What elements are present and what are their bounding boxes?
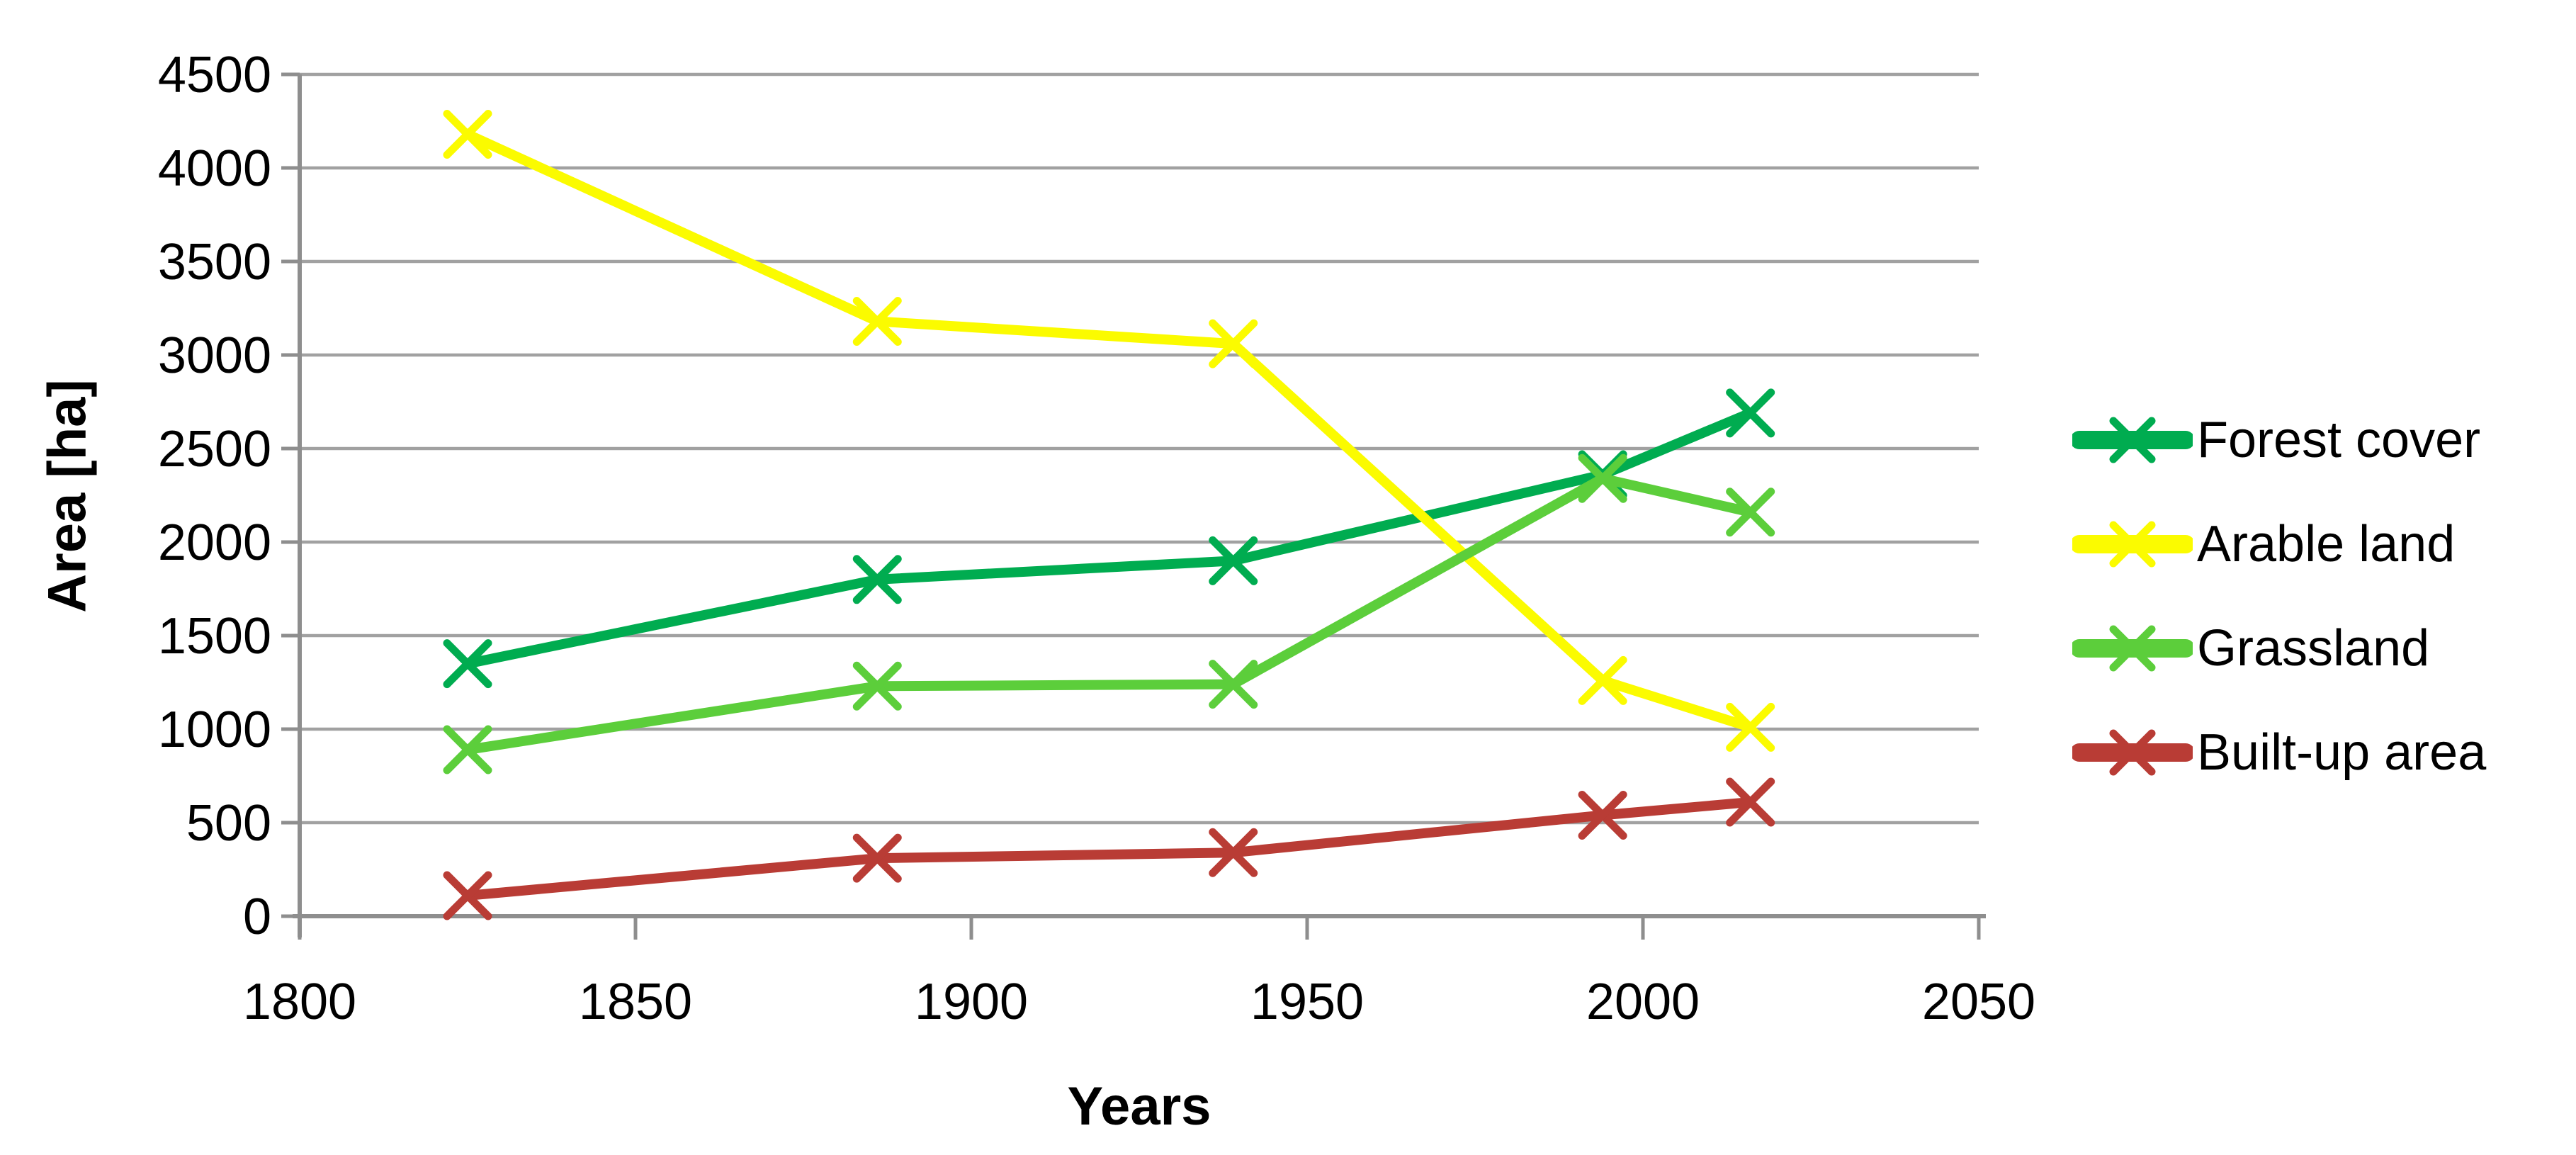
x-tick-label: 1800 (243, 974, 356, 1030)
x-tick-label: 1850 (579, 974, 692, 1030)
data-point-marker-arable-land (443, 109, 492, 159)
y-tick-label: 4000 (158, 140, 271, 197)
y-tick-label: 3000 (158, 327, 271, 384)
data-point-marker-forest-cover (443, 639, 492, 689)
x-axis-title: Years (1067, 1076, 1211, 1137)
y-axis-title: Area [ha] (37, 379, 98, 613)
data-point-marker-built-up-area (1726, 777, 1775, 827)
legend-item-built-up-area: Built-up area (2072, 720, 2486, 785)
data-point-marker-arable-land (1726, 702, 1775, 752)
y-tick-label: 0 (243, 889, 271, 945)
y-tick-label: 4500 (158, 47, 271, 103)
data-point-marker-arable-land (1209, 319, 1258, 368)
legend-x-marker (2109, 729, 2156, 776)
legend-label-arable-land: Arable land (2197, 516, 2456, 573)
data-point-marker-forest-cover (1209, 536, 1258, 585)
series-line-arable-land (463, 129, 1756, 733)
data-point-marker-arable-land (852, 296, 902, 346)
data-point-marker-arable-land (1578, 655, 1627, 705)
built-up-area-line-marker-icon (2072, 729, 2193, 776)
legend-x-marker (2109, 417, 2156, 463)
data-point-marker-grassland (1209, 660, 1258, 709)
data-point-marker-built-up-area (1578, 790, 1627, 840)
series-line-forest-cover (463, 407, 1756, 669)
x-tick-label: 1950 (1250, 974, 1364, 1030)
y-tick-label: 1500 (158, 608, 271, 665)
legend-x-marker (2109, 625, 2156, 672)
data-point-marker-built-up-area (1209, 828, 1258, 877)
legend-item-arable-land: Arable land (2072, 512, 2455, 577)
arable-land-line-marker-icon (2072, 521, 2193, 568)
legend-item-grassland: Grassland (2072, 616, 2429, 681)
legend-label-forest-cover: Forest cover (2197, 412, 2481, 468)
data-point-marker-built-up-area (443, 871, 492, 920)
data-point-marker-forest-cover (852, 555, 902, 604)
data-point-marker-grassland (852, 661, 902, 711)
forest-cover-line-marker-icon (2072, 417, 2193, 463)
y-tick-label: 1000 (158, 702, 271, 758)
data-point-marker-grassland (1726, 488, 1775, 537)
legend-label-built-up-area: Built-up area (2197, 724, 2487, 781)
data-point-marker-built-up-area (852, 833, 902, 883)
x-tick-label: 1900 (915, 974, 1028, 1030)
legend: Forest cover Arable land Grassland Built… (2072, 0, 2568, 1155)
legend-x-marker (2109, 521, 2156, 568)
x-tick-label: 2050 (1922, 974, 2035, 1030)
y-tick-label: 3500 (158, 234, 271, 291)
legend-label-grassland: Grassland (2197, 620, 2430, 677)
legend-item-forest-cover: Forest cover (2072, 407, 2480, 473)
y-tick-label: 2000 (158, 514, 271, 571)
grassland-line-marker-icon (2072, 625, 2193, 672)
y-tick-label: 500 (186, 795, 271, 852)
data-point-marker-forest-cover (1726, 388, 1775, 438)
y-tick-label: 2500 (158, 421, 271, 478)
x-tick-label: 2000 (1586, 974, 1700, 1030)
series-line-built-up-area (463, 796, 1756, 901)
series-line-grassland (463, 473, 1756, 755)
data-point-marker-grassland (1578, 453, 1627, 503)
data-point-marker-grassland (443, 725, 492, 774)
